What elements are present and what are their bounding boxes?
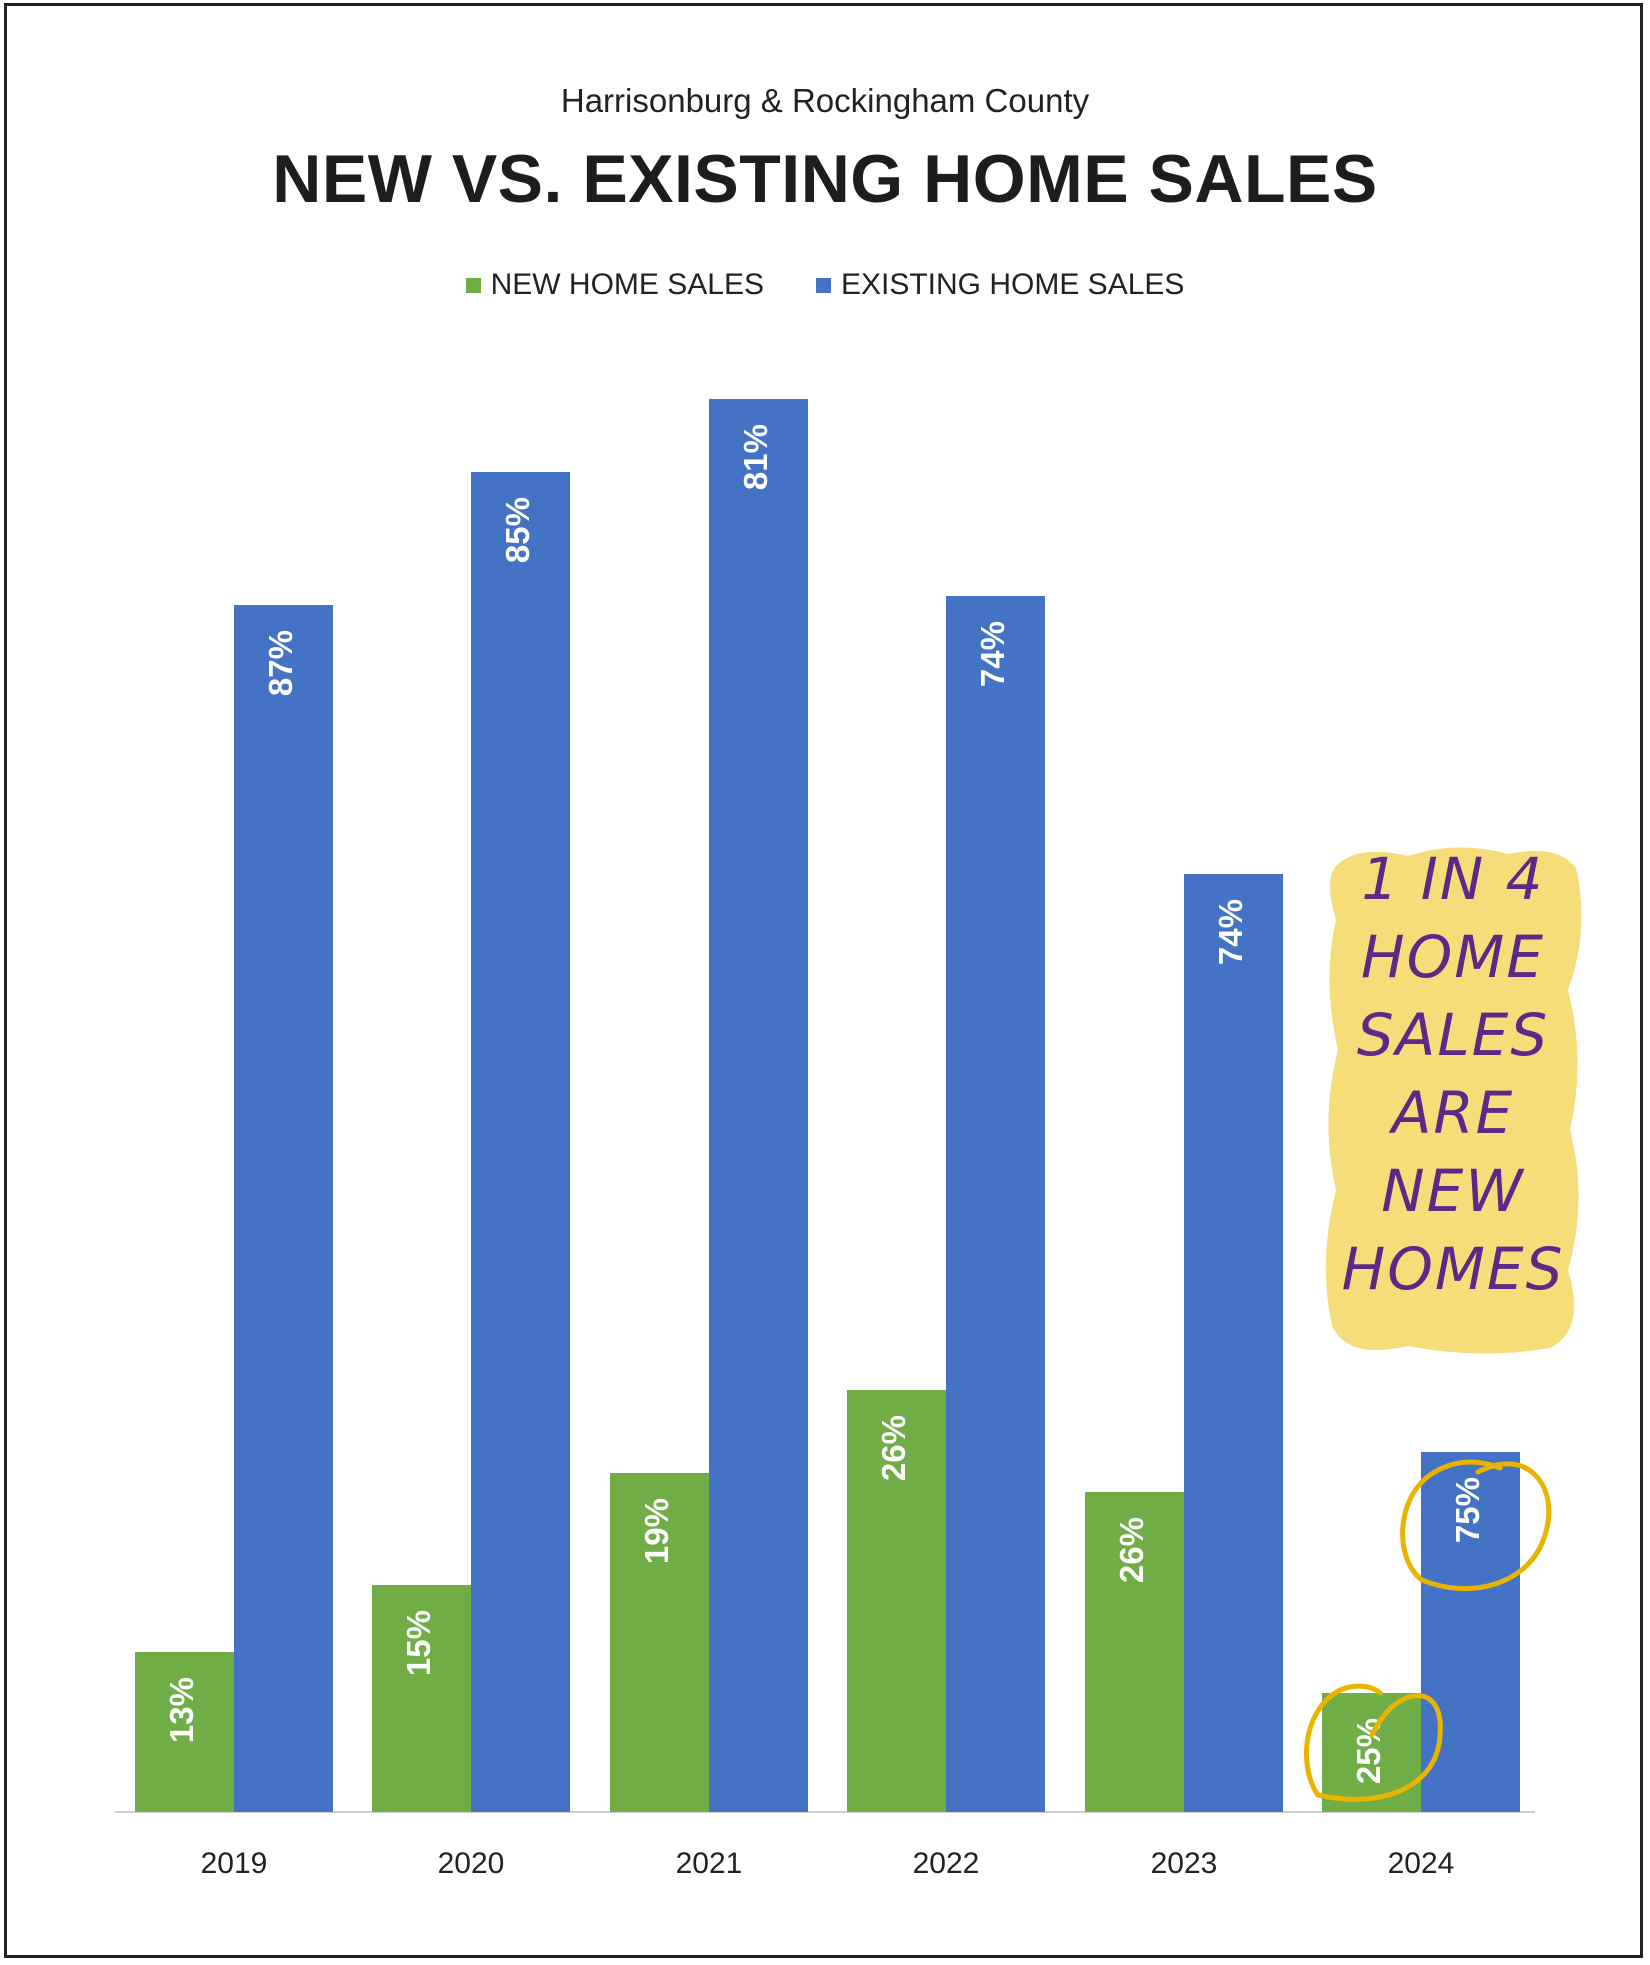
annotation-line: HOMES (1341, 1235, 1565, 1303)
data-label-new-2019: 13% (163, 1677, 200, 1743)
legend-label-new: NEW HOME SALES (490, 268, 764, 301)
data-label-new-2024: 25% (1350, 1718, 1387, 1784)
annotation-line: ARE (1391, 1079, 1515, 1147)
annotation-highlight (1325, 847, 1582, 1354)
bar-existing-2019 (234, 605, 333, 1812)
data-label-new-2020: 15% (400, 1610, 437, 1676)
legend-item-existing: EXISTING HOME SALES (815, 268, 1185, 302)
annotation-line: SALES (1356, 1001, 1550, 1069)
bar-new-2020 (372, 1585, 471, 1812)
bar-new-2019 (135, 1652, 234, 1812)
x-tick-label-2023: 2023 (1151, 1847, 1218, 1880)
chart-subtitle: Harrisonburg & Rockingham County (560, 82, 1090, 119)
bar-new-2024 (1322, 1693, 1421, 1812)
legend-label-existing: EXISTING HOME SALES (840, 268, 1185, 301)
data-label-existing-2024: 75% (1449, 1477, 1486, 1543)
highlight-circle-existing-2024 (1400, 1459, 1552, 1592)
x-tick-label-2020: 2020 (438, 1847, 505, 1880)
data-label-new-2021: 19% (638, 1498, 675, 1564)
highlight-circle-new-2024 (1303, 1683, 1443, 1802)
bar-new-2023 (1085, 1492, 1184, 1812)
bar-existing-2023 (1184, 874, 1283, 1812)
legend-swatch-new (465, 277, 481, 293)
legend-item-new: NEW HOME SALES (465, 268, 764, 302)
data-label-existing-2020: 85% (499, 497, 536, 563)
data-label-existing-2023: 74% (1212, 899, 1249, 965)
x-tick-label-2024: 2024 (1388, 1847, 1455, 1880)
annotation-text: 1 IN 4 HOME SALES ARE NEW HOMES (1318, 840, 1588, 1308)
x-tick-label-2019: 2019 (201, 1847, 268, 1880)
data-label-existing-2022: 74% (974, 621, 1011, 687)
data-label-new-2023: 26% (1113, 1517, 1150, 1583)
x-tick-label-2022: 2022 (913, 1847, 980, 1880)
data-label-existing-2021: 81% (737, 424, 774, 490)
bar-new-2022 (847, 1390, 946, 1812)
annotation-line: NEW (1381, 1157, 1525, 1225)
chart-legend: NEW HOME SALES EXISTING HOME SALES (0, 268, 1650, 302)
chart-title: NEW VS. EXISTING HOME SALES (272, 141, 1378, 217)
annotation-line: 1 IN 4 (1361, 845, 1545, 913)
data-label-existing-2019: 87% (262, 630, 299, 696)
bar-existing-2020 (471, 472, 570, 1812)
annotation-line: HOME (1361, 923, 1545, 991)
handwritten-annotation: 1 IN 4 HOME SALES ARE NEW HOMES (1318, 840, 1588, 1360)
bar-existing-2022 (946, 596, 1045, 1812)
legend-swatch-existing (815, 277, 831, 293)
bar-new-2021 (610, 1473, 709, 1812)
data-label-new-2022: 26% (875, 1415, 912, 1481)
bar-existing-2021 (709, 399, 808, 1812)
x-tick-label-2021: 2021 (676, 1847, 743, 1880)
